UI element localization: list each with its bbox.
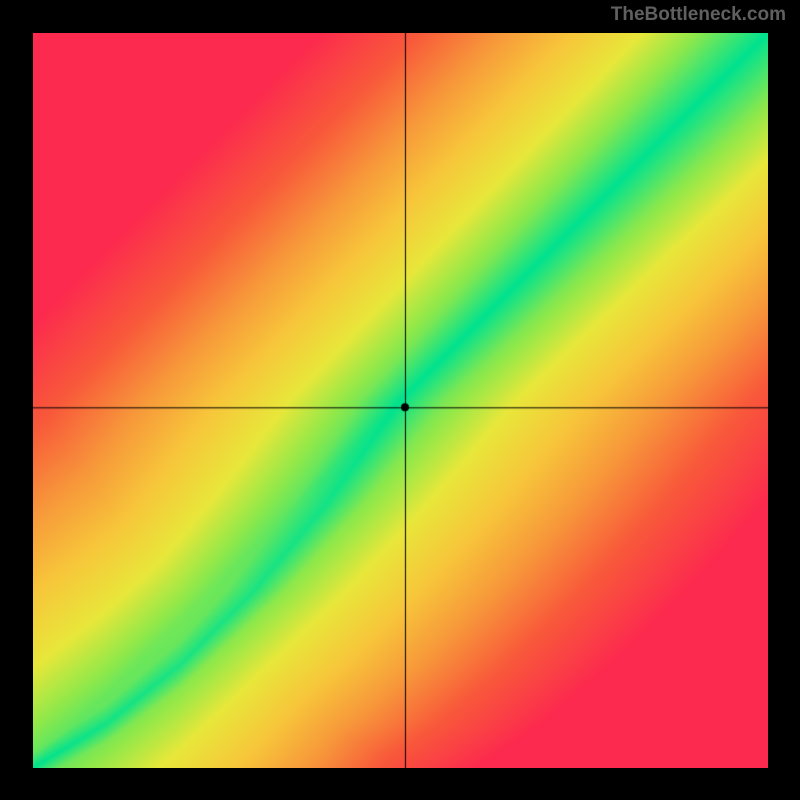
heatmap-canvas: [33, 33, 768, 768]
heatmap-plot: [33, 33, 768, 768]
watermark-text: TheBottleneck.com: [611, 4, 786, 26]
chart-container: TheBottleneck.com: [0, 0, 800, 800]
